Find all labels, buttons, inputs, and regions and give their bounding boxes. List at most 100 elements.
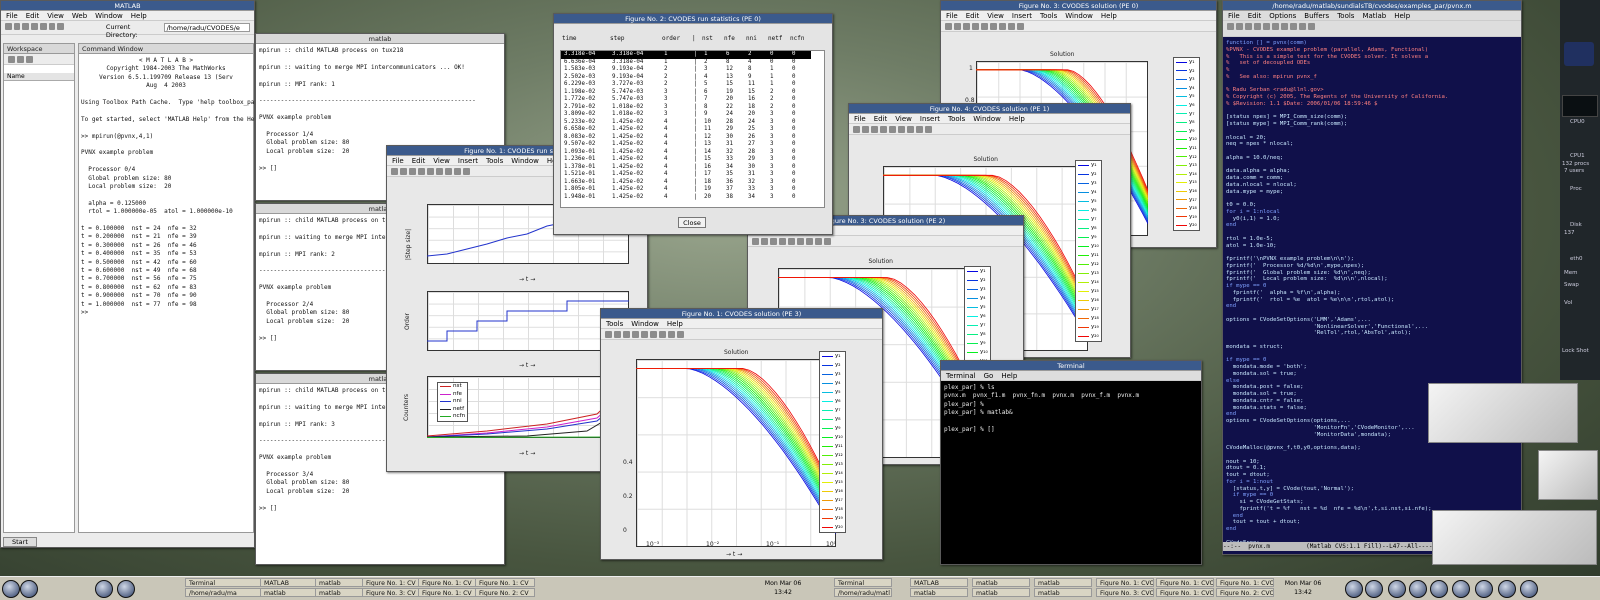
menu-terminal[interactable]: Terminal bbox=[946, 372, 976, 380]
save-icon[interactable] bbox=[623, 331, 630, 338]
text-icon[interactable] bbox=[898, 126, 905, 133]
zoom-out-icon[interactable] bbox=[1008, 23, 1015, 30]
matlab-menubar[interactable]: File Edit View Web Window Help bbox=[1, 11, 254, 21]
stats-row[interactable]: 1.583e-03 9.193e-04 2 | 3 12 8 1 0 bbox=[561, 66, 811, 74]
save-icon[interactable] bbox=[409, 168, 416, 175]
save-icon[interactable] bbox=[963, 23, 970, 30]
print-icon[interactable] bbox=[418, 168, 425, 175]
menu-help[interactable]: Help bbox=[1100, 12, 1117, 20]
menu-help[interactable]: Help bbox=[130, 12, 147, 20]
menu-help[interactable]: Help bbox=[1008, 115, 1025, 123]
stats-row[interactable]: 3.318e-04 3.318e-04 1 | 1 6 2 0 0 bbox=[561, 51, 811, 59]
stats-row[interactable]: 1.772e-02 5.747e-03 3 | 7 20 16 2 0 bbox=[561, 96, 811, 104]
matlab-main-window[interactable]: MATLAB File Edit View Web Window Help Current… bbox=[0, 0, 255, 548]
stats-row[interactable]: 2.791e-02 1.018e-02 3 | 8 22 18 2 0 bbox=[561, 104, 811, 112]
menu-go[interactable]: Go bbox=[983, 372, 994, 380]
taskbar-button[interactable]: Figure No. 1: CV bbox=[362, 578, 422, 587]
emacs-menubar[interactable]: File Edit Options Buffers Tools Matlab Help bbox=[1223, 11, 1521, 21]
menu-tools[interactable]: Tools bbox=[606, 320, 624, 328]
save-icon[interactable] bbox=[1254, 23, 1261, 30]
menu-tools[interactable]: Tools bbox=[947, 115, 966, 123]
command-window[interactable]: Command Window < M A T L A B > Copyright … bbox=[78, 43, 254, 533]
menu-file[interactable]: File bbox=[6, 12, 18, 20]
kill-icon[interactable] bbox=[1245, 23, 1252, 30]
launcher-icon[interactable] bbox=[1365, 580, 1383, 598]
print-icon[interactable] bbox=[1308, 23, 1315, 30]
menu-window[interactable]: Window bbox=[95, 12, 123, 20]
stats-row[interactable]: 9.507e-02 1.425e-02 4 | 13 31 27 3 0 bbox=[561, 141, 811, 149]
menu-window[interactable]: Window bbox=[1065, 12, 1093, 20]
stats-row[interactable]: 1.663e-01 1.425e-02 4 | 18 36 32 3 0 bbox=[561, 179, 811, 187]
rotate-icon[interactable] bbox=[824, 238, 831, 245]
print-icon[interactable] bbox=[632, 331, 639, 338]
stats-row[interactable]: 1.198e-02 5.747e-03 3 | 6 19 15 2 0 bbox=[561, 89, 811, 97]
menu-view[interactable]: View bbox=[987, 12, 1004, 20]
new-file-icon[interactable] bbox=[5, 23, 12, 30]
menu-view[interactable]: View bbox=[895, 115, 912, 123]
menu-file[interactable]: File bbox=[392, 157, 404, 165]
copy-icon[interactable] bbox=[1281, 23, 1288, 30]
solution-figure-menubar[interactable]: Tools Window Help bbox=[601, 319, 882, 329]
menu-help[interactable]: Help bbox=[666, 320, 683, 328]
arrow-icon[interactable] bbox=[641, 331, 648, 338]
menu-file[interactable]: File bbox=[946, 12, 958, 20]
taskbar-button[interactable]: Figure No. 1: CV bbox=[418, 578, 478, 587]
open-icon[interactable] bbox=[1227, 23, 1234, 30]
launcher-icon[interactable] bbox=[1409, 580, 1427, 598]
launcher-icon[interactable] bbox=[1498, 580, 1516, 598]
taskbar-button[interactable]: Figure No. 1: CVOI bbox=[1216, 578, 1274, 587]
undo-icon[interactable] bbox=[39, 23, 47, 30]
desktop-pager-3[interactable] bbox=[1432, 510, 1597, 565]
launcher-icon[interactable] bbox=[1388, 580, 1406, 598]
taskbar-button[interactable]: Figure No. 1: CV bbox=[475, 578, 535, 587]
open-icon[interactable] bbox=[614, 331, 621, 338]
copy-icon[interactable] bbox=[22, 23, 30, 30]
taskbar-button[interactable]: matlab bbox=[1034, 588, 1092, 597]
desktop-pager-2[interactable] bbox=[1538, 450, 1598, 500]
cwd-input[interactable]: /home/radu/CVODES/e bbox=[163, 23, 251, 32]
solution-figure-toolbar[interactable] bbox=[849, 124, 1130, 135]
taskbar-button[interactable]: Terminal bbox=[834, 578, 892, 587]
taskbar-button[interactable]: matlab bbox=[1034, 578, 1092, 587]
taskbar-button[interactable]: Figure No. 1: CV bbox=[418, 588, 478, 597]
stats-row[interactable]: 6.658e-02 1.425e-02 4 | 11 29 25 3 0 bbox=[561, 126, 811, 134]
search-icon[interactable] bbox=[1299, 23, 1306, 30]
text-icon[interactable] bbox=[797, 238, 804, 245]
zoom-in-icon[interactable] bbox=[659, 331, 666, 338]
zoom-in-icon[interactable] bbox=[445, 168, 452, 175]
open-icon[interactable] bbox=[954, 23, 961, 30]
emacs-code[interactable]: function [] = pvnx(comm) %PVNX - CVODES e… bbox=[1223, 37, 1521, 549]
launcher-icon[interactable] bbox=[95, 580, 113, 598]
menu-web[interactable]: Web bbox=[71, 12, 88, 20]
open-icon[interactable] bbox=[761, 238, 768, 245]
menu-view[interactable]: View bbox=[433, 157, 450, 165]
launcher-icon[interactable] bbox=[1475, 580, 1493, 598]
emacs-toolbar[interactable] bbox=[1223, 21, 1521, 37]
taskbar-button[interactable]: Figure No. 2: CVOI bbox=[1216, 588, 1274, 597]
terminal-menubar[interactable]: Terminal Go Help bbox=[941, 371, 1201, 381]
print-icon[interactable] bbox=[880, 126, 887, 133]
launcher-icon[interactable] bbox=[1345, 580, 1363, 598]
menu-insert[interactable]: Insert bbox=[919, 115, 940, 123]
launcher-icon[interactable] bbox=[1430, 580, 1448, 598]
simulink-icon[interactable] bbox=[48, 23, 56, 30]
lockshot-label[interactable]: Lock Shot bbox=[1562, 348, 1589, 354]
workspace-panel[interactable]: Workspace Name bbox=[3, 43, 75, 533]
taskbar-button[interactable]: /home/radu/matl bbox=[834, 588, 892, 597]
emacs-editor-window[interactable]: /home/radu/matlab/sundialsTB/cvodes/exam… bbox=[1222, 0, 1522, 555]
print-icon[interactable] bbox=[972, 23, 979, 30]
menu-view[interactable]: View bbox=[47, 12, 64, 20]
menu-edit[interactable]: Edit bbox=[1247, 12, 1262, 20]
stats-row[interactable]: 2.502e-03 9.193e-04 2 | 4 13 9 1 0 bbox=[561, 74, 811, 82]
taskbar-button[interactable]: Figure No. 2: CV bbox=[475, 588, 535, 597]
solution-figure-3[interactable]: Figure No. 1: CVODES solution (PE 3) Tool… bbox=[600, 308, 883, 560]
delete-icon[interactable] bbox=[26, 56, 33, 63]
menu-options[interactable]: Options bbox=[1269, 12, 1297, 20]
save-icon[interactable] bbox=[17, 56, 24, 63]
arrow-icon[interactable] bbox=[427, 168, 434, 175]
menu-matlab[interactable]: Matlab bbox=[1362, 12, 1387, 20]
stats-row[interactable]: 6.229e-03 3.727e-03 2 | 5 15 11 1 0 bbox=[561, 81, 811, 89]
figure2-run-statistics-window[interactable]: Figure No. 2: CVODES run statistics (PE … bbox=[553, 13, 833, 235]
matlab-toolbar[interactable]: Current Directory: /home/radu/CVODES/e bbox=[1, 21, 254, 39]
undo-icon[interactable] bbox=[1263, 23, 1270, 30]
